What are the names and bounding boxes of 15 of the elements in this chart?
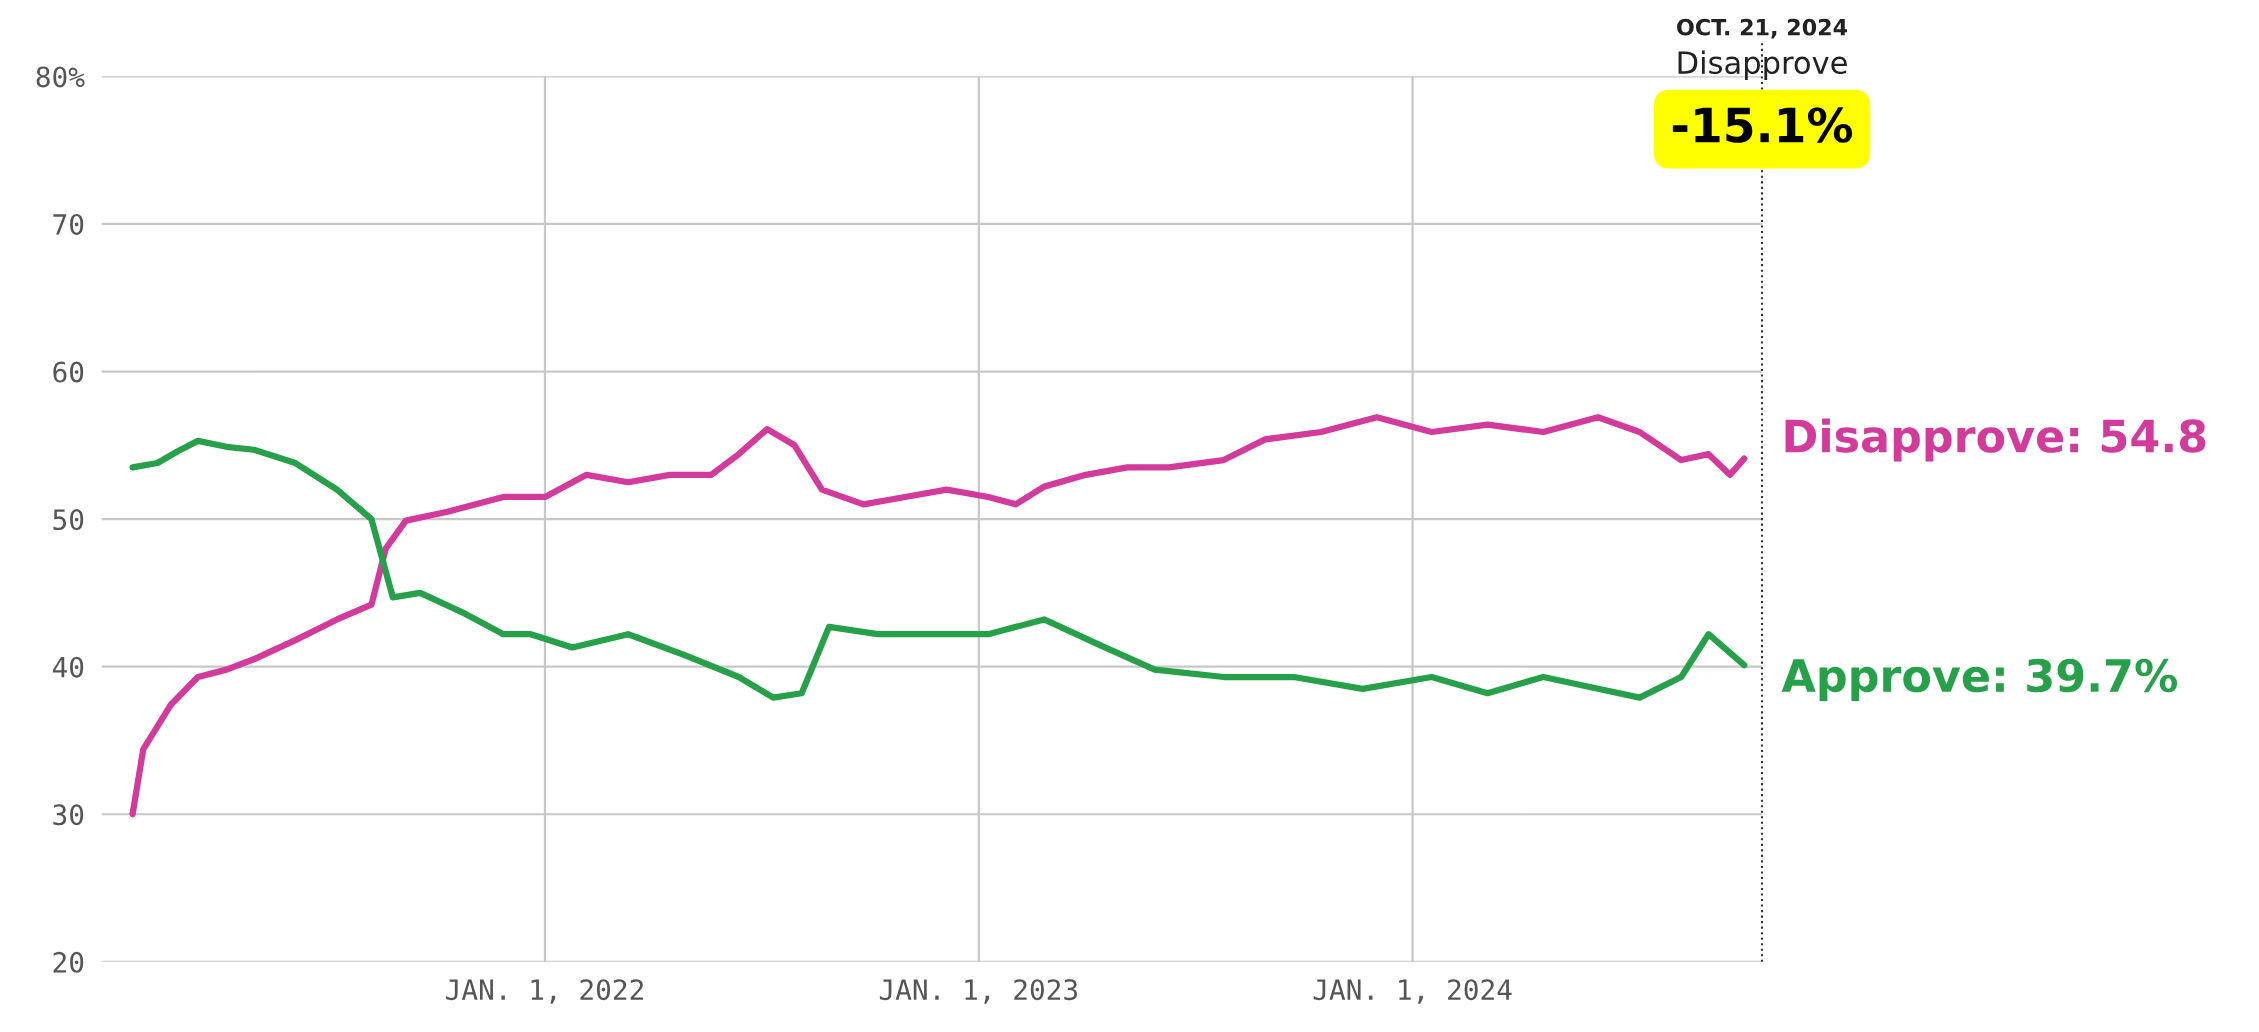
ref-line-label: OCT. 21, 2024	[1677, 18, 1848, 39]
y-tick-label: 80%	[36, 66, 85, 88]
y-tick-label: 50	[53, 509, 84, 531]
y-tick-label: 60	[53, 361, 84, 383]
x-tick-label: JAN. 1, 2023	[879, 979, 1078, 1004]
y-tick-label: 30	[53, 804, 84, 826]
x-tick-label: JAN. 1, 2024	[1313, 979, 1512, 1004]
annotation: Disapprove	[1678, 50, 1847, 81]
annotation: Approve: 39.7%	[1781, 658, 2178, 701]
annotation: Disapprove: 54.8	[1785, 418, 2206, 462]
x-tick-label: JAN. 1, 2022	[446, 979, 643, 1004]
y-tick-label: 40	[52, 656, 84, 678]
annotation: -15.1%	[1672, 107, 1853, 143]
y-tick-label: 20	[53, 951, 84, 973]
y-tick-label: 70	[53, 213, 84, 235]
